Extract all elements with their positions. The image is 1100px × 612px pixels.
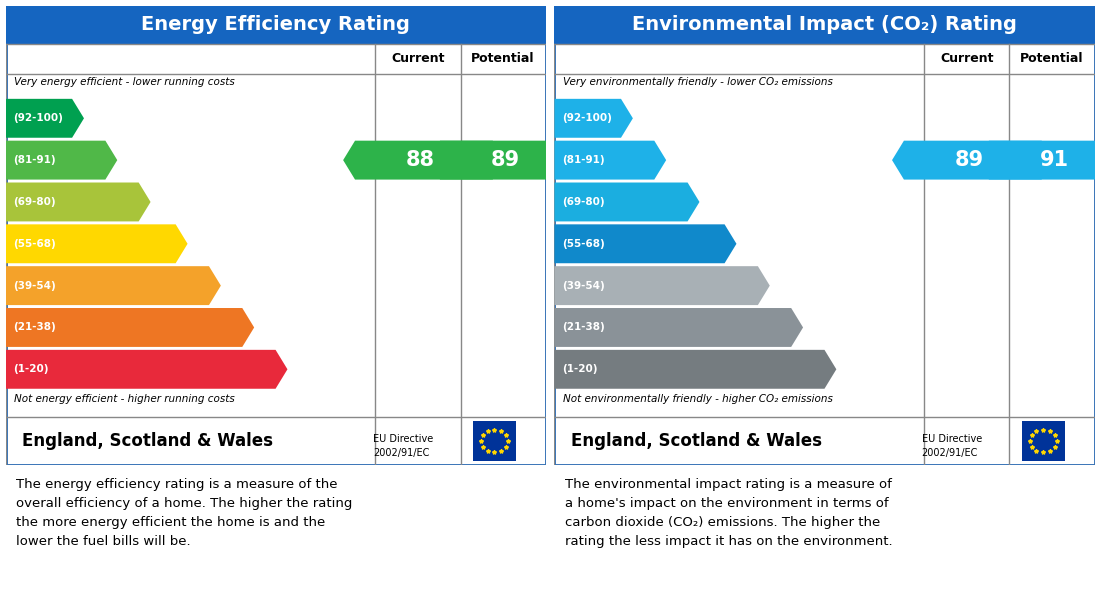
Text: D: D — [737, 235, 752, 253]
Polygon shape — [554, 350, 836, 389]
Text: (21-38): (21-38) — [13, 323, 56, 332]
Text: Environmental Impact (CO₂) Rating: Environmental Impact (CO₂) Rating — [632, 15, 1016, 34]
Polygon shape — [6, 350, 287, 389]
Polygon shape — [554, 99, 632, 138]
Text: (69-80): (69-80) — [13, 197, 56, 207]
Text: (55-68): (55-68) — [13, 239, 56, 249]
Text: G: G — [837, 360, 852, 378]
Text: Not environmentally friendly - higher CO₂ emissions: Not environmentally friendly - higher CO… — [562, 394, 833, 404]
Text: (55-68): (55-68) — [562, 239, 605, 249]
Text: Not energy efficient - higher running costs: Not energy efficient - higher running co… — [13, 394, 234, 404]
Polygon shape — [6, 308, 254, 347]
Text: Current: Current — [392, 52, 444, 65]
Text: E: E — [222, 277, 234, 294]
Text: 89: 89 — [955, 150, 983, 170]
Bar — [554, 6, 1094, 44]
Text: (69-80): (69-80) — [562, 197, 605, 207]
Text: 2002/91/EC: 2002/91/EC — [922, 448, 978, 458]
Text: 89: 89 — [491, 150, 520, 170]
Polygon shape — [554, 308, 803, 347]
Polygon shape — [428, 141, 578, 179]
Text: Very environmentally friendly - lower CO₂ emissions: Very environmentally friendly - lower CO… — [562, 77, 833, 88]
Bar — [1022, 421, 1065, 461]
Polygon shape — [892, 141, 1042, 179]
Text: The energy efficiency rating is a measure of the
overall efficiency of a home. T: The energy efficiency rating is a measur… — [16, 478, 353, 548]
Polygon shape — [6, 141, 118, 179]
Text: (1-20): (1-20) — [562, 364, 598, 375]
Text: A: A — [85, 110, 99, 127]
Text: (39-54): (39-54) — [562, 281, 605, 291]
Text: England, Scotland & Wales: England, Scotland & Wales — [571, 432, 822, 450]
Text: (92-100): (92-100) — [562, 113, 613, 123]
Text: The environmental impact rating is a measure of
a home's impact on the environme: The environmental impact rating is a mea… — [565, 478, 893, 548]
Text: Potential: Potential — [471, 52, 535, 65]
Text: EU Directive: EU Directive — [373, 434, 433, 444]
Text: Current: Current — [940, 52, 993, 65]
Text: (81-91): (81-91) — [562, 155, 605, 165]
Text: B: B — [119, 151, 132, 169]
Text: 91: 91 — [1040, 150, 1069, 170]
Polygon shape — [6, 99, 84, 138]
Text: Energy Efficiency Rating: Energy Efficiency Rating — [141, 15, 410, 34]
Text: F: F — [804, 318, 816, 337]
Polygon shape — [977, 141, 1100, 179]
Text: England, Scotland & Wales: England, Scotland & Wales — [22, 432, 273, 450]
Text: (21-38): (21-38) — [562, 323, 605, 332]
Text: (39-54): (39-54) — [13, 281, 56, 291]
Text: Very energy efficient - lower running costs: Very energy efficient - lower running co… — [13, 77, 234, 88]
Text: (1-20): (1-20) — [13, 364, 50, 375]
Text: B: B — [668, 151, 681, 169]
Text: A: A — [634, 110, 648, 127]
Polygon shape — [6, 182, 151, 222]
Text: (92-100): (92-100) — [13, 113, 64, 123]
Text: E: E — [771, 277, 783, 294]
Text: EU Directive: EU Directive — [922, 434, 982, 444]
Text: C: C — [152, 193, 165, 211]
Polygon shape — [343, 141, 493, 179]
Text: 88: 88 — [406, 150, 434, 170]
Polygon shape — [554, 182, 700, 222]
Polygon shape — [554, 225, 737, 263]
Text: F: F — [255, 318, 267, 337]
Polygon shape — [554, 266, 770, 305]
Text: D: D — [188, 235, 204, 253]
Bar — [6, 6, 546, 44]
Bar — [473, 421, 516, 461]
Text: C: C — [701, 193, 714, 211]
Text: Potential: Potential — [1020, 52, 1084, 65]
Text: (81-91): (81-91) — [13, 155, 56, 165]
Polygon shape — [554, 141, 667, 179]
Polygon shape — [6, 225, 188, 263]
Text: G: G — [288, 360, 304, 378]
Polygon shape — [6, 266, 221, 305]
Text: 2002/91/EC: 2002/91/EC — [373, 448, 429, 458]
